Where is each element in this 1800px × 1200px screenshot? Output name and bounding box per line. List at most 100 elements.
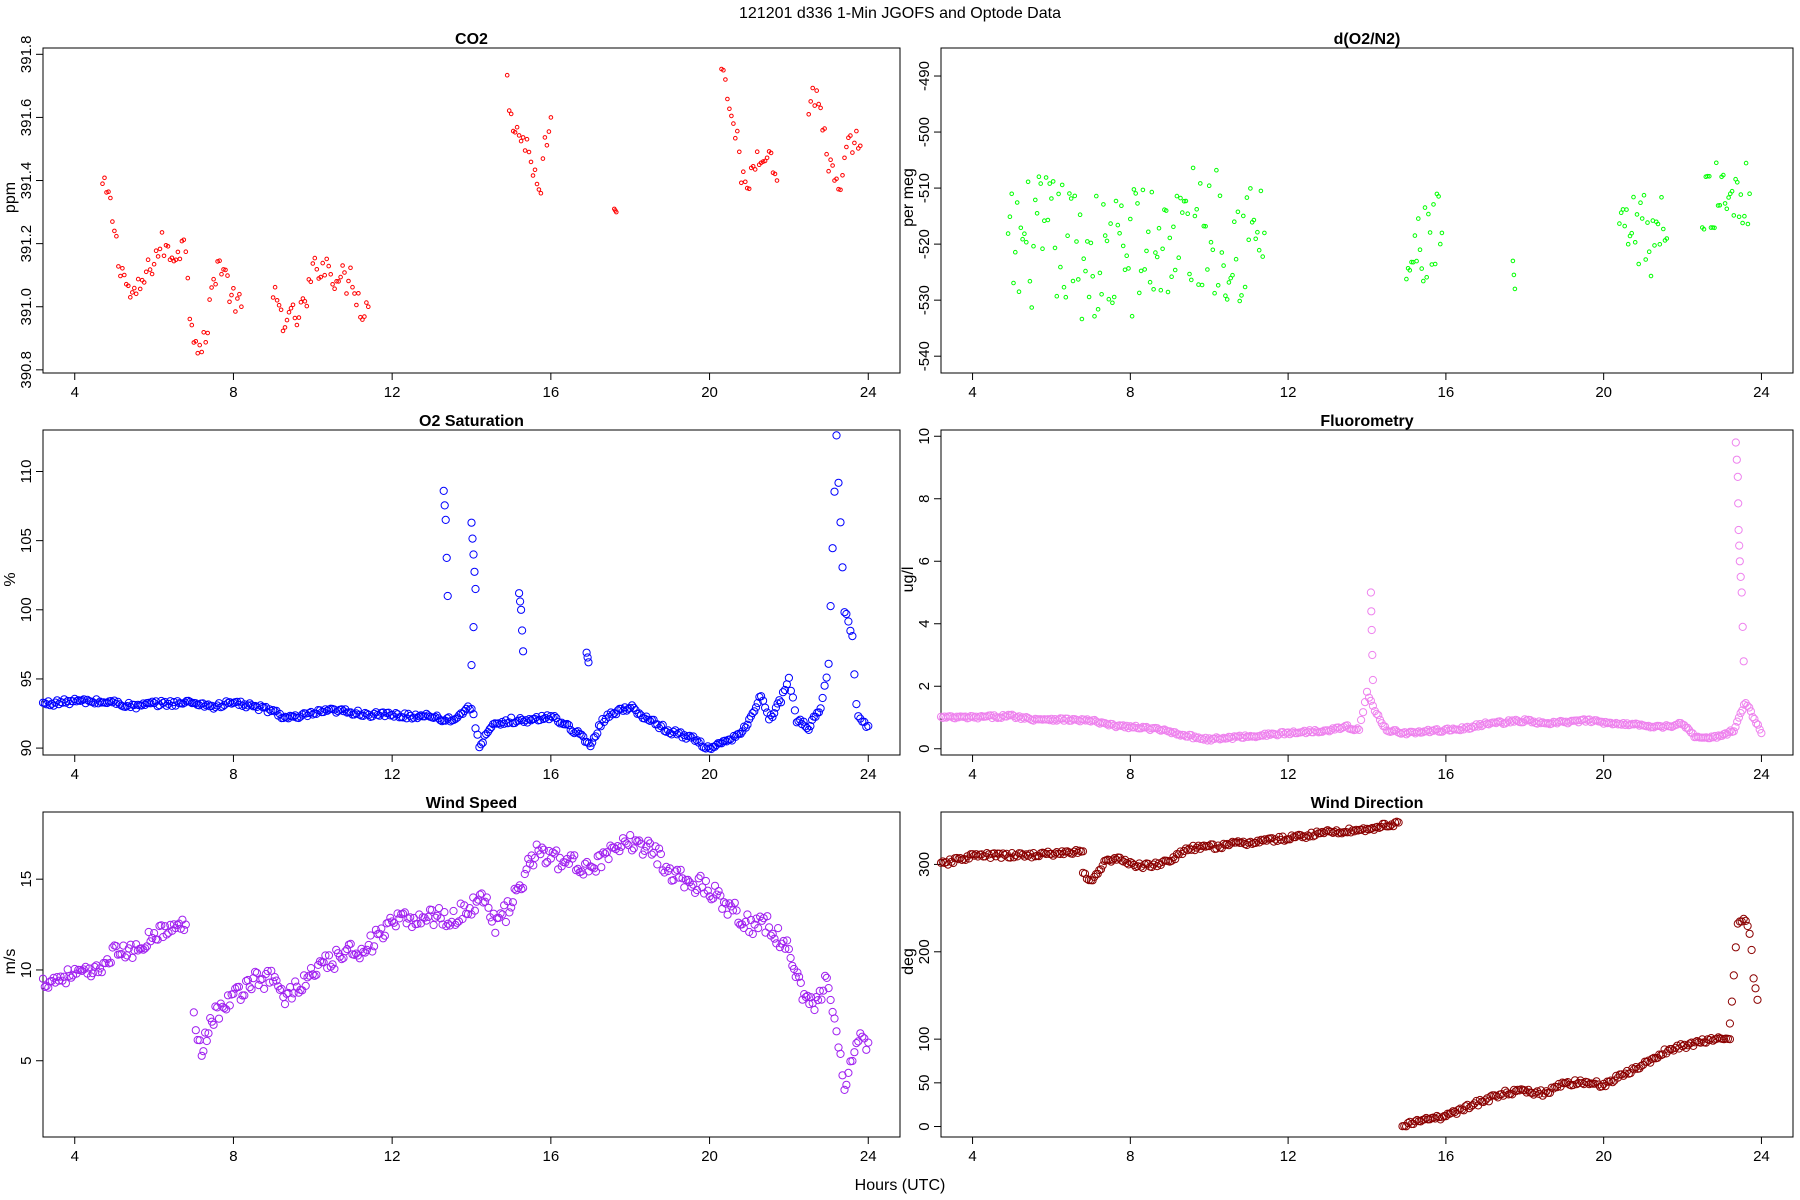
fluor-point xyxy=(1757,729,1766,738)
o2sat-point xyxy=(840,608,849,617)
wspd-point xyxy=(830,1014,839,1023)
o2sat-point xyxy=(400,709,409,718)
o2n2-point xyxy=(1432,261,1438,267)
wspd-point xyxy=(475,890,485,899)
co2-point xyxy=(530,173,536,178)
wspd-point xyxy=(160,922,169,931)
o2sat-point xyxy=(784,673,794,683)
o2n2-point xyxy=(1180,210,1185,215)
co2-point xyxy=(225,273,230,278)
wspd-point xyxy=(676,865,685,874)
o2n2-point xyxy=(1163,208,1169,213)
o2n2-point xyxy=(1232,219,1237,224)
o2n2-point xyxy=(1176,255,1181,261)
wspd-point xyxy=(191,1026,200,1035)
o2sat-panel: O2 Saturation 4 8 12 16 20 24 90 95 100 105 110% xyxy=(2,413,901,783)
o2n2-x-tick-label: 4 xyxy=(968,384,976,401)
fluor-point xyxy=(1734,499,1743,508)
o2n2-point xyxy=(1094,193,1099,199)
o2sat-title: O2 Saturation xyxy=(419,413,524,430)
wspd-point xyxy=(429,920,438,930)
fluor-point xyxy=(1367,625,1376,635)
co2-point xyxy=(852,140,857,146)
co2-point xyxy=(173,257,179,263)
co2-point xyxy=(157,246,163,252)
wdir-point xyxy=(1221,840,1230,850)
o2n2-y-axis-label: per meg xyxy=(900,168,917,227)
wspd-point xyxy=(795,972,804,981)
fluor-point xyxy=(1729,727,1738,736)
o2n2-point xyxy=(1421,278,1426,284)
o2n2-point xyxy=(1256,247,1262,253)
wspd-point xyxy=(815,986,824,996)
wspd-point xyxy=(346,939,355,949)
o2sat-point xyxy=(518,626,527,635)
o2n2-point xyxy=(1661,226,1666,232)
co2-point xyxy=(806,112,812,117)
fluor-x-tick-label: 12 xyxy=(1280,766,1297,783)
wdir-point xyxy=(1597,1082,1607,1091)
fluor-x-tick-label: 16 xyxy=(1438,766,1455,783)
o2n2-point xyxy=(1724,206,1730,212)
o2n2-point xyxy=(1106,296,1112,302)
co2-point xyxy=(836,186,841,192)
wspd-point xyxy=(287,994,296,1003)
co2-point xyxy=(165,244,171,249)
o2n2-point xyxy=(1436,194,1441,199)
o2n2-point xyxy=(1095,307,1101,312)
co2-panel: CO2 4 8 12 16 20 24 390.8 391.0 391.2 391.4 391.6 39… xyxy=(2,31,901,401)
o2n2-point xyxy=(1154,254,1160,260)
o2sat-point xyxy=(469,623,478,632)
o2n2-point xyxy=(1034,211,1040,216)
wspd-point xyxy=(730,898,739,907)
wspd-point xyxy=(487,917,496,926)
o2n2-point xyxy=(1189,277,1194,283)
wspd-point xyxy=(335,952,344,961)
wspd-point xyxy=(404,914,413,923)
o2n2-point xyxy=(1090,274,1095,279)
co2-point xyxy=(721,67,726,73)
o2n2-point xyxy=(1160,246,1165,252)
wdir-point xyxy=(1648,1054,1657,1063)
o2sat-point xyxy=(563,719,572,729)
o2sat-point xyxy=(548,713,557,722)
co2-point xyxy=(161,253,167,259)
o2n2-point xyxy=(1255,229,1260,235)
co2-point xyxy=(195,350,200,356)
wspd-point xyxy=(431,913,440,922)
co2-point xyxy=(614,209,619,215)
o2n2-point xyxy=(1409,259,1414,265)
wspd-point xyxy=(653,860,662,869)
wspd-point xyxy=(703,886,712,895)
o2n2-point xyxy=(1014,200,1020,205)
o2sat-point xyxy=(757,692,766,701)
fluor-title: Fluorometry xyxy=(1320,413,1413,430)
wspd-point xyxy=(370,942,379,951)
o2sat-point xyxy=(593,729,602,738)
o2n2-point xyxy=(1129,313,1135,319)
o2n2-point xyxy=(1735,180,1740,185)
fluor-point xyxy=(1271,730,1280,739)
o2sat-point xyxy=(525,715,534,724)
o2n2-point xyxy=(1174,193,1180,199)
wspd-point xyxy=(251,967,260,977)
o2n2-point xyxy=(1740,220,1745,226)
wspd-point xyxy=(570,851,579,860)
co2-point xyxy=(213,281,218,287)
wdir-point xyxy=(1745,929,1754,938)
fluor-point xyxy=(1746,707,1756,716)
o2sat-y-tick-label: 95 xyxy=(18,671,35,688)
o2sat-point xyxy=(806,722,815,731)
o2n2-point xyxy=(1126,266,1131,271)
wspd-point xyxy=(330,964,339,974)
wspd-point xyxy=(312,970,321,979)
o2sat-x-tick-label: 12 xyxy=(384,766,401,783)
o2n2-y-tick-label: -530 xyxy=(916,285,933,315)
co2-point xyxy=(536,187,542,192)
o2n2-point xyxy=(1212,290,1217,296)
fluor-point xyxy=(1359,708,1368,717)
o2sat-point xyxy=(535,715,545,725)
wspd-point xyxy=(627,846,637,855)
fluor-point xyxy=(1753,720,1763,729)
wspd-point xyxy=(384,918,393,927)
